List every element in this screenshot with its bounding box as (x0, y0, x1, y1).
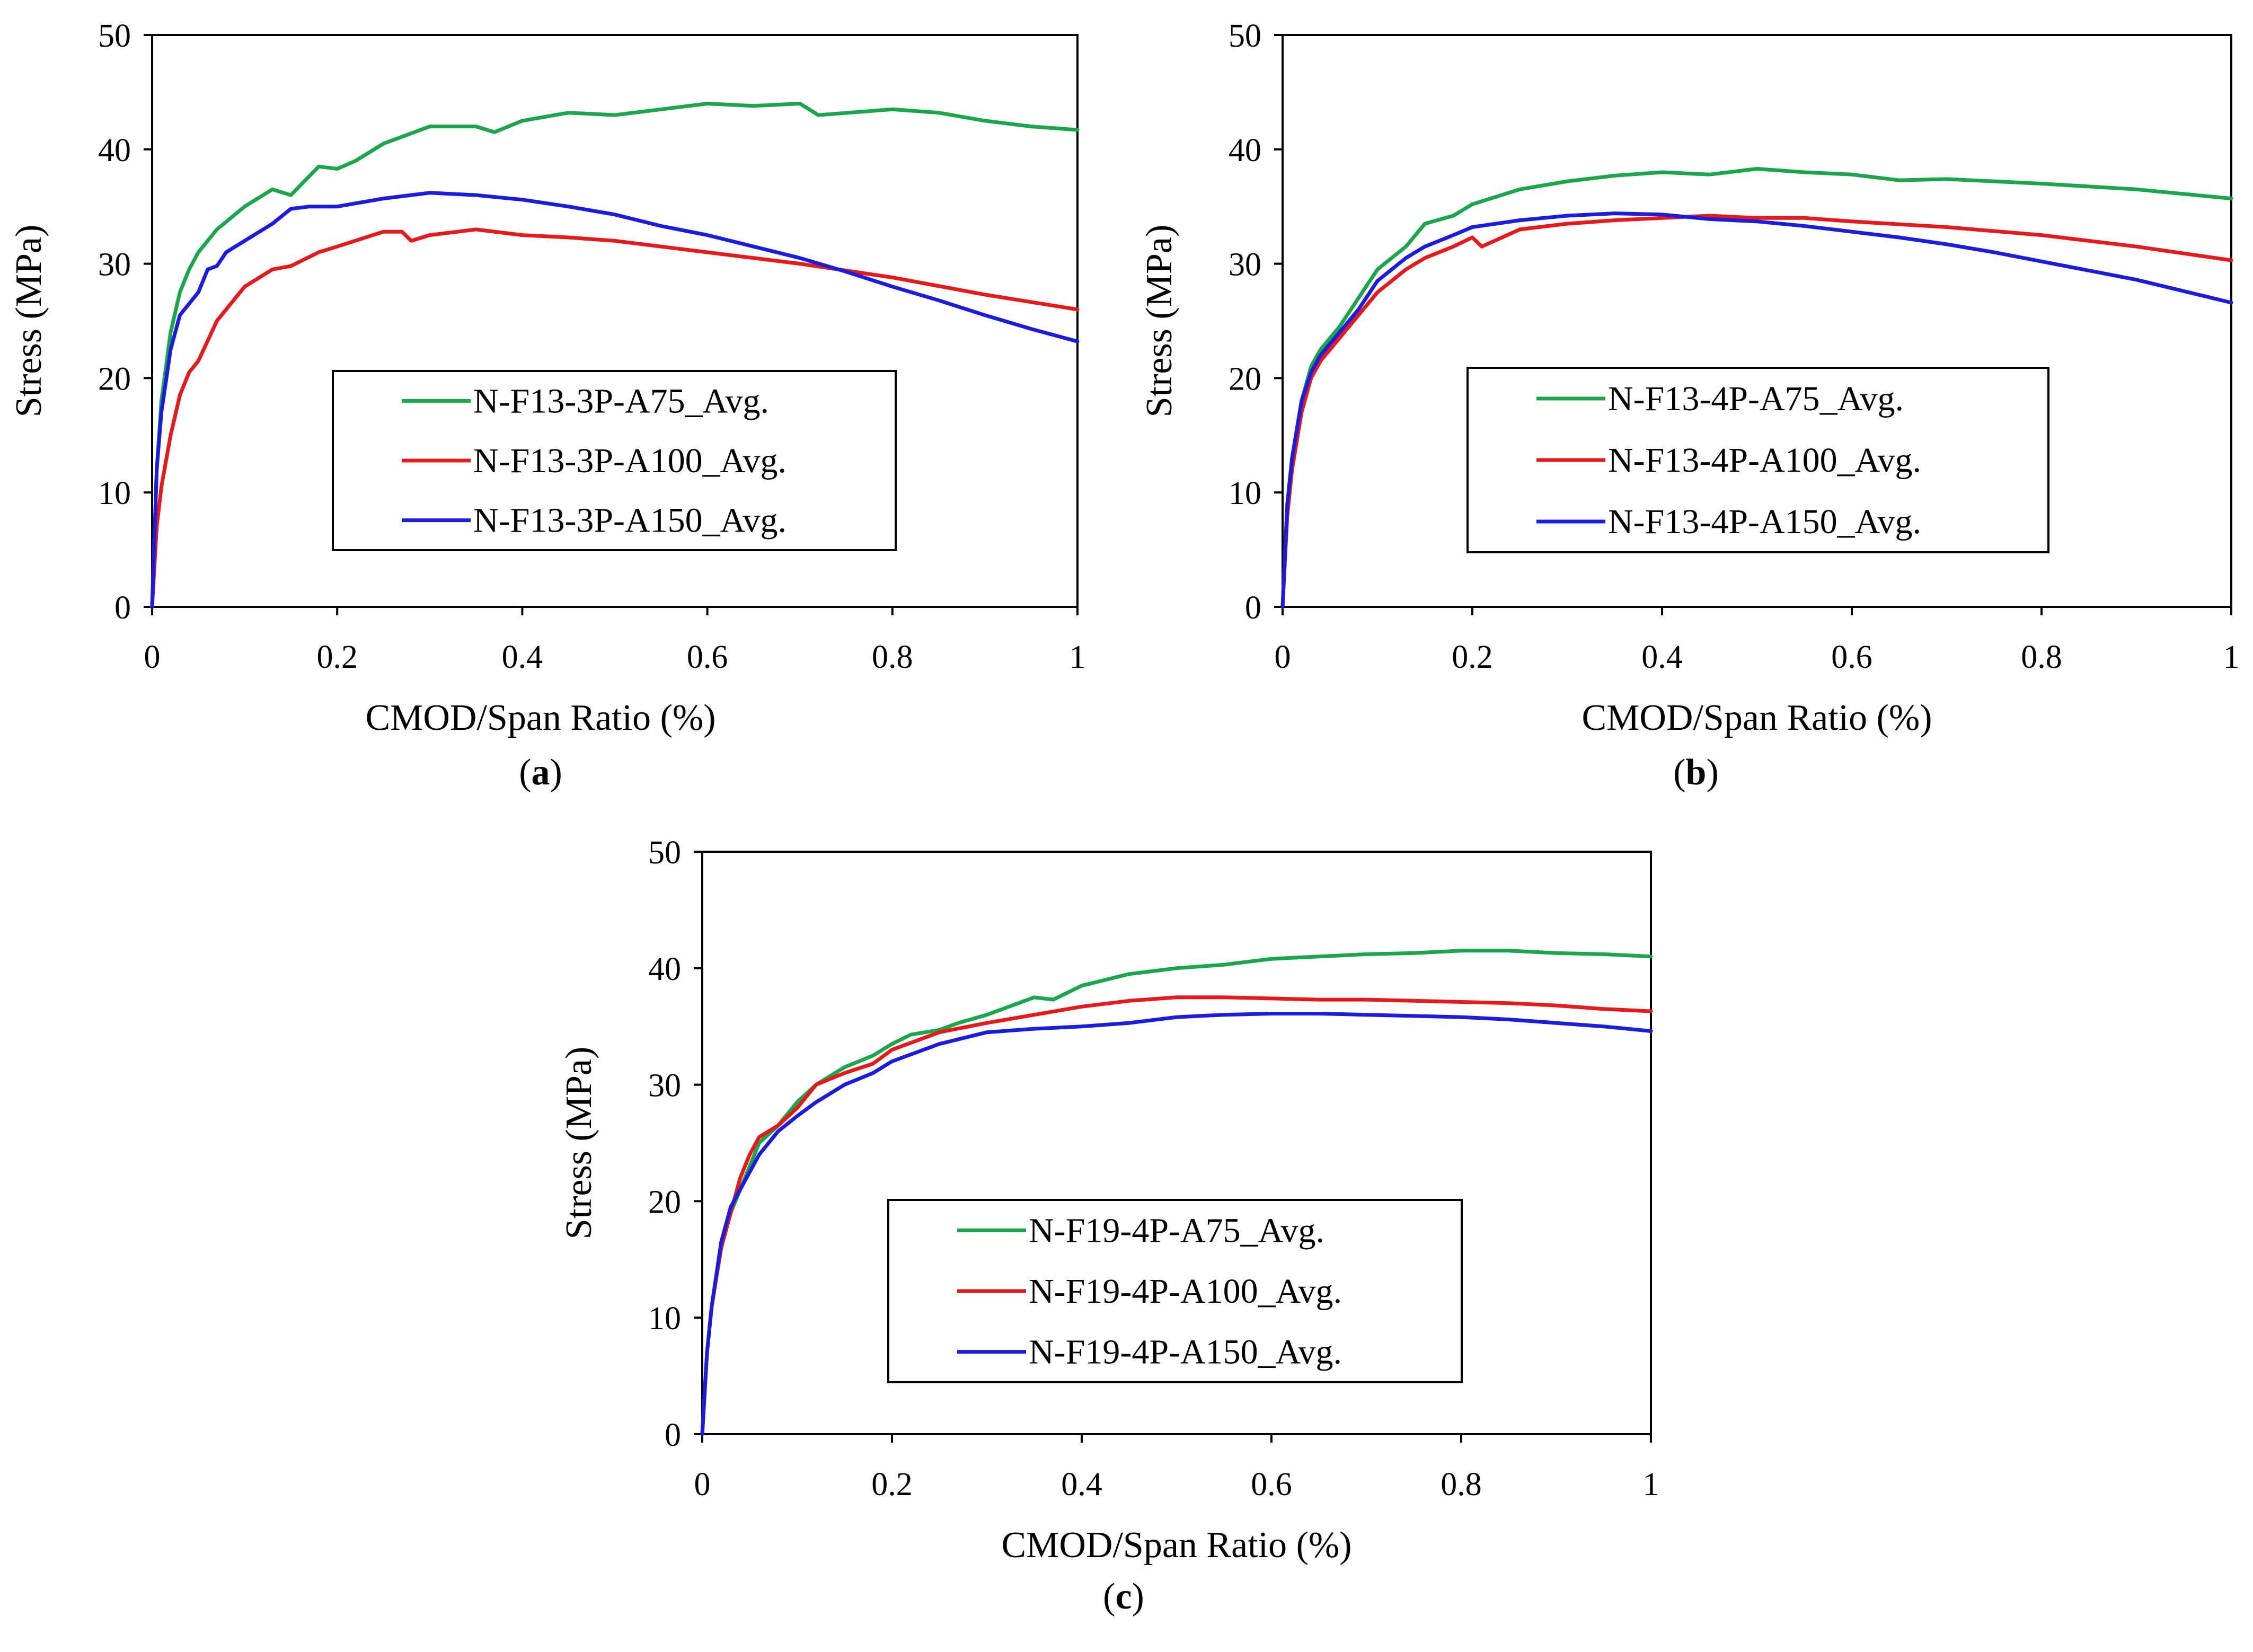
series-line-1 (1280, 167, 2233, 609)
panel-caption: (c) (1103, 1576, 1144, 1617)
panel-caption: (a) (519, 752, 562, 793)
chart-panel-b: 0 10 20 30 40 50 0 0.2 0.4 0.6 0.8 1 CMOD/Span Ratio… (1139, 18, 2240, 793)
y-tick-label: 20 (648, 1184, 681, 1220)
y-tick-label: 20 (1229, 361, 1261, 397)
series-line-2 (700, 995, 1653, 1436)
y-tick-label: 30 (98, 247, 131, 283)
y-tick-label: 40 (648, 951, 681, 987)
legend: N-F19-4P-A75_Avg. N-F19-4P-A100_Avg. N-F19… (887, 1199, 1463, 1383)
y-tick-label: 50 (98, 18, 131, 54)
caption-letter: b (1686, 752, 1707, 793)
x-tick-label: 0.8 (872, 639, 913, 675)
y-tick-label: 30 (1229, 247, 1261, 283)
y-tick-label: 10 (1229, 475, 1261, 511)
plot-area-frame (701, 851, 1652, 1435)
legend-label: N-F19-4P-A150_Avg. (1029, 1333, 1342, 1372)
x-tick-label: 0.8 (2021, 639, 2062, 675)
legend-label: N-F13-4P-A150_Avg. (1608, 502, 1921, 541)
x-tick-label: 1 (1643, 1467, 1659, 1503)
x-tick-label: 0 (694, 1467, 711, 1503)
y-tick-label: 40 (1229, 132, 1261, 169)
caption-letter: c (1115, 1576, 1132, 1617)
y-axis-title: Stress (MPa) (559, 1047, 599, 1240)
y-tick-label: 0 (1245, 590, 1261, 626)
series-line-3 (150, 191, 1080, 609)
x-tick-label: 0 (144, 639, 161, 675)
legend: N-F13-4P-A75_Avg. N-F13-4P-A100_Avg. N-F13… (1466, 367, 2049, 553)
y-tick-label: 10 (98, 475, 131, 511)
x-tick-label: 0.4 (1641, 639, 1683, 675)
plot-area-frame (1282, 34, 2232, 608)
x-axis-title: CMOD/Span Ratio (%) (1001, 1525, 1351, 1566)
y-tick-label: 10 (648, 1301, 681, 1337)
legend-label: N-F13-4P-A75_Avg. (1608, 379, 1904, 418)
series-line-1 (150, 102, 1080, 609)
legend-label: N-F13-3P-A150_Avg. (473, 501, 787, 540)
y-axis-title: Stress (MPa) (8, 225, 49, 418)
series-line-2 (1280, 214, 2233, 609)
y-tick-label: 0 (114, 590, 131, 626)
chart-panel-a: 0 10 20 30 40 50 0 0.2 0.4 0.6 0.8 1 CMOD/Span Ratio… (8, 18, 1086, 793)
legend: N-F13-3P-A75_Avg. N-F13-3P-A100_Avg. N-F13… (332, 370, 897, 551)
y-axis-title: Stress (MPa) (1139, 225, 1180, 418)
x-tick-label: 0.2 (316, 639, 358, 675)
legend-label: N-F19-4P-A100_Avg. (1029, 1272, 1342, 1311)
chart-panel-c: 0 10 20 30 40 50 0 0.2 0.4 0.6 0.8 1 CMOD/Span Ratio… (559, 835, 1659, 1617)
y-tick-label: 0 (665, 1417, 681, 1453)
series-line-3 (700, 1012, 1653, 1436)
x-tick-label: 0.6 (687, 639, 728, 675)
x-tick-label: 0.2 (871, 1467, 913, 1503)
x-tick-label: 0.4 (502, 639, 543, 675)
x-tick-label: 0.8 (1441, 1467, 1482, 1503)
series-line-2 (150, 227, 1080, 609)
legend-label: N-F13-3P-A75_Avg. (473, 382, 769, 420)
x-axis-title: CMOD/Span Ratio (%) (1581, 697, 1932, 738)
panel-caption: (b) (1673, 752, 1719, 793)
legend-label: N-F13-3P-A100_Avg. (473, 441, 787, 480)
x-tick-label: 1 (1070, 639, 1086, 675)
legend-label: N-F19-4P-A75_Avg. (1029, 1211, 1324, 1250)
y-tick-label: 30 (648, 1068, 681, 1104)
y-tick-label: 40 (98, 132, 131, 169)
x-tick-label: 0.6 (1831, 639, 1872, 675)
x-tick-label: 0 (1275, 639, 1291, 675)
x-tick-label: 0.6 (1251, 1467, 1292, 1503)
y-tick-label: 50 (648, 835, 681, 871)
series-line-3 (1280, 211, 2233, 609)
y-tick-label: 50 (1229, 18, 1261, 54)
legend-label: N-F13-4P-A100_Avg. (1608, 441, 1921, 480)
x-tick-label: 1 (2223, 639, 2240, 675)
caption-letter: a (532, 752, 550, 793)
x-tick-label: 0.2 (1452, 639, 1493, 675)
x-axis-title: CMOD/Span Ratio (%) (365, 697, 715, 738)
plot-area-frame (151, 34, 1079, 608)
y-tick-label: 20 (98, 361, 131, 397)
x-tick-label: 0.4 (1061, 1467, 1102, 1503)
